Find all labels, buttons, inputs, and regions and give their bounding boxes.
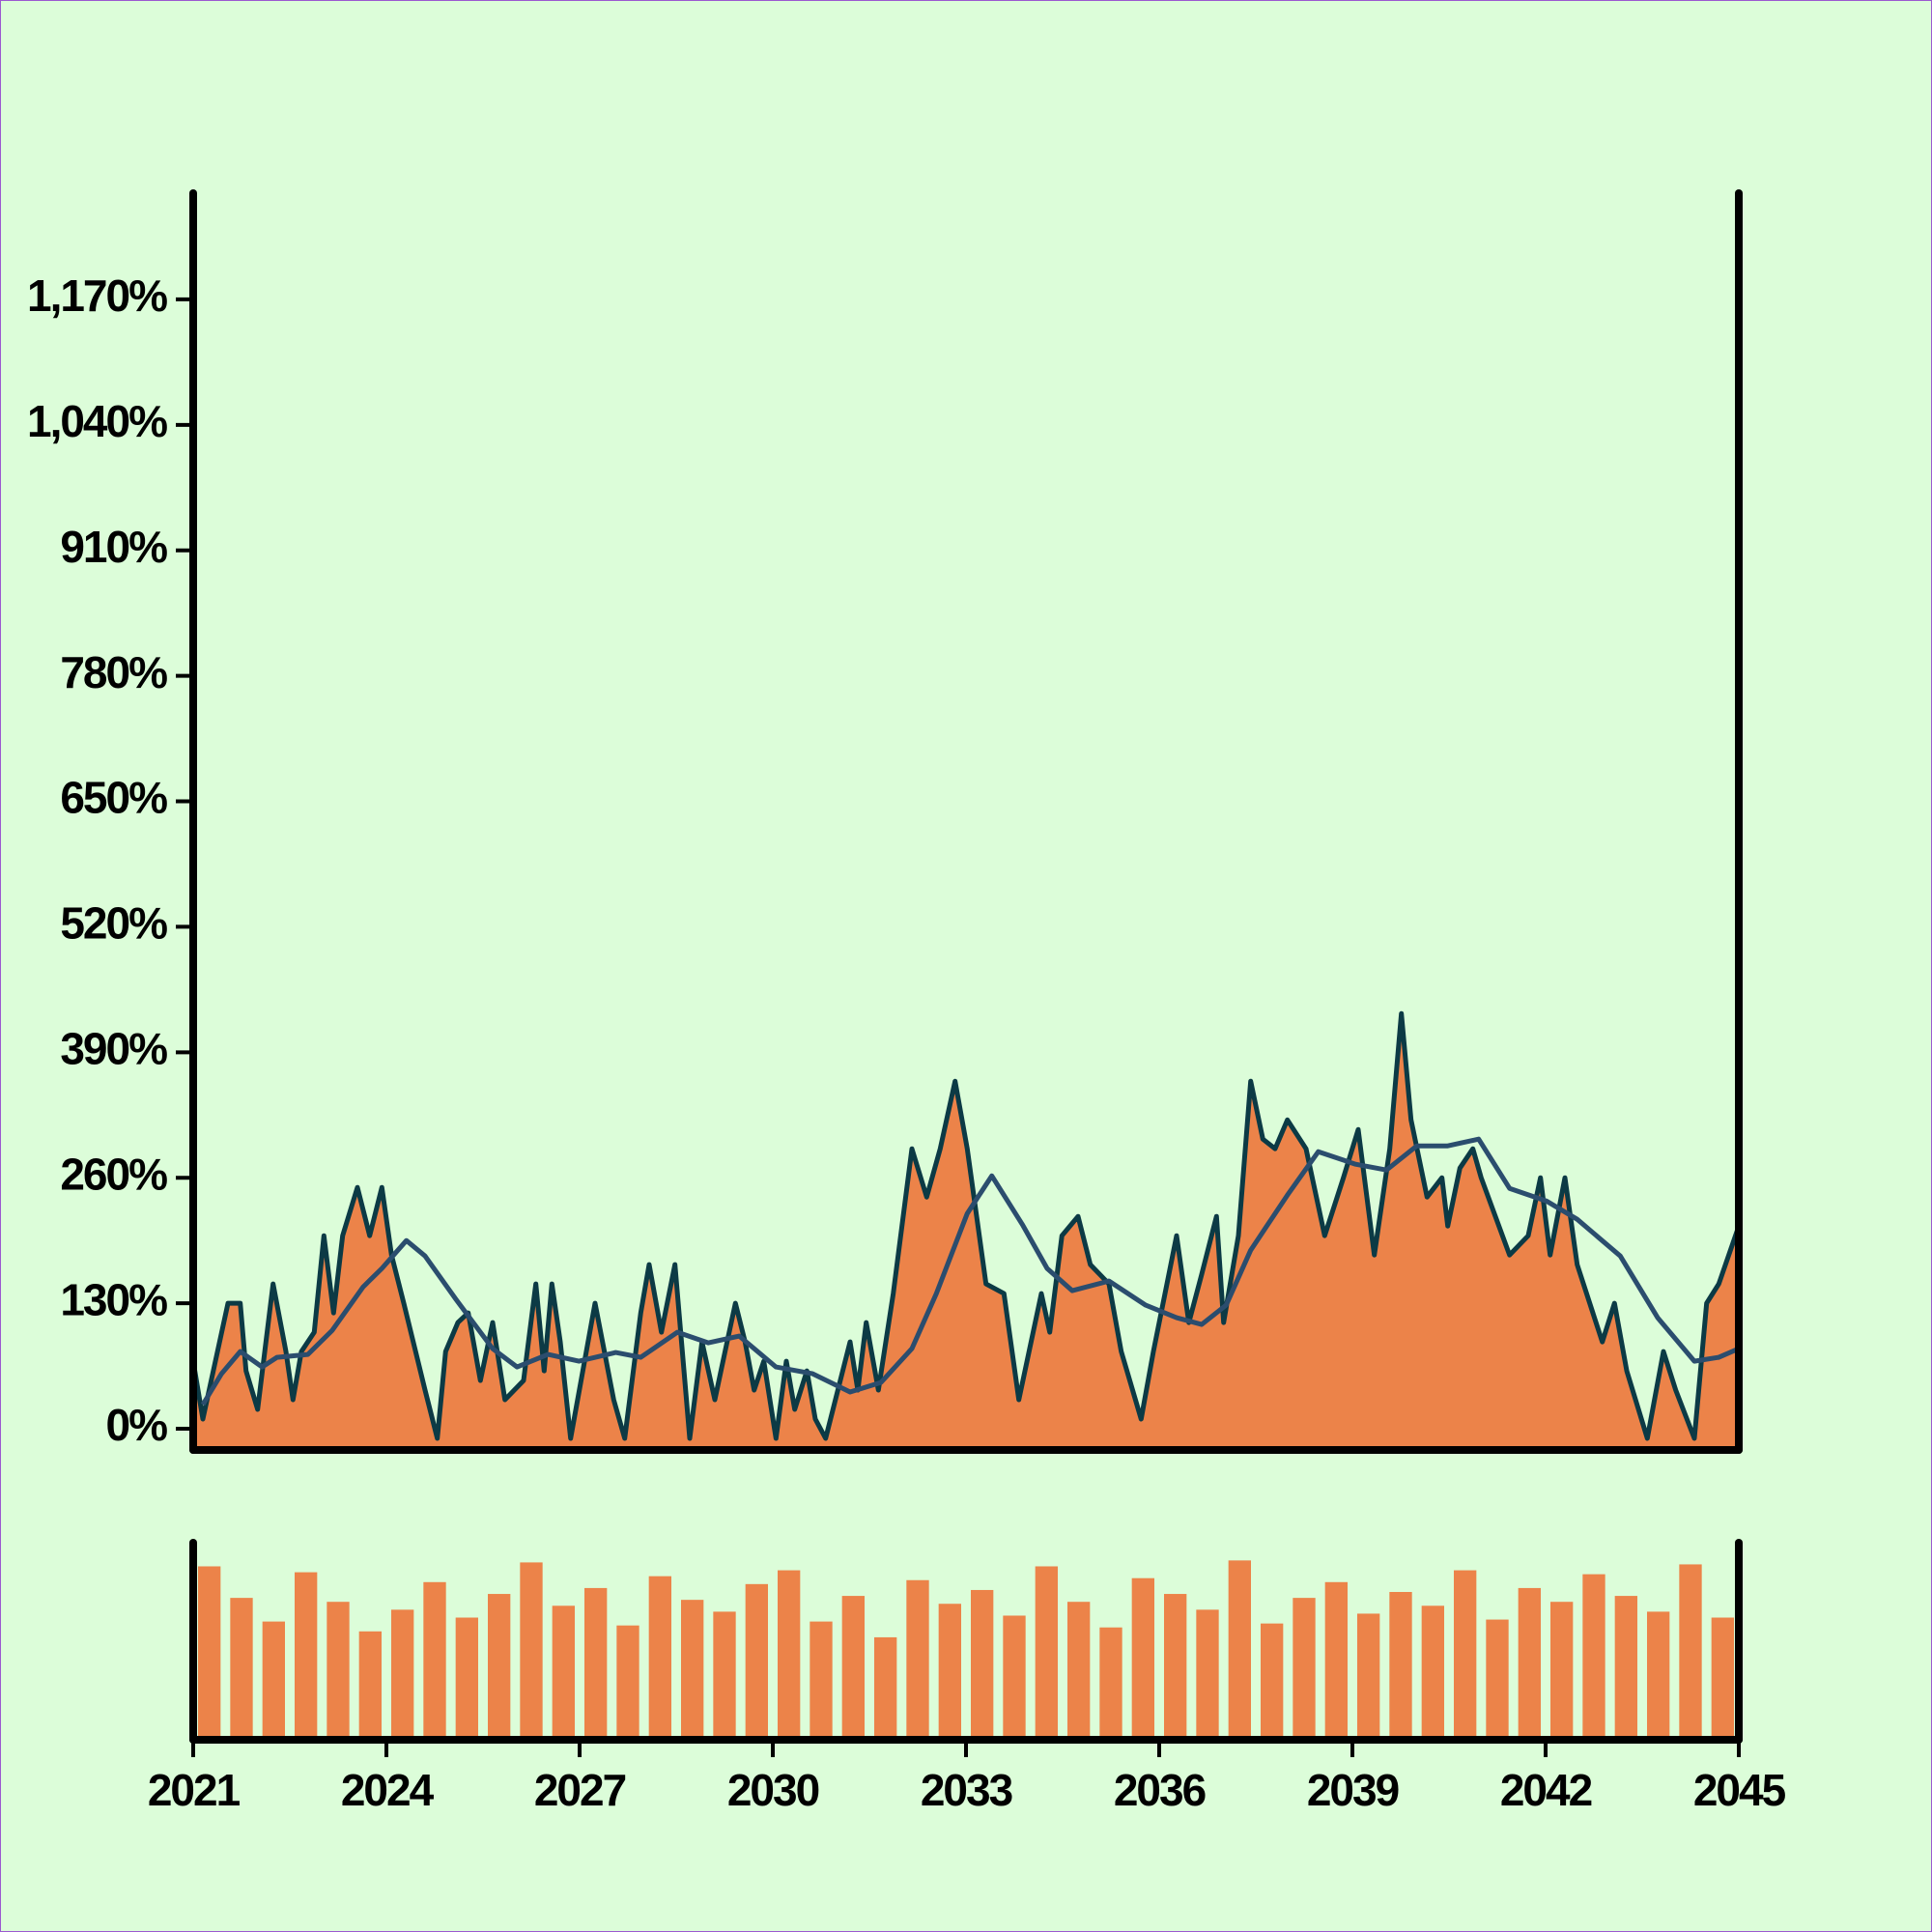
y-tick-label: 780%	[60, 647, 167, 697]
bar	[1003, 1615, 1026, 1740]
bar	[971, 1589, 994, 1740]
bar	[295, 1572, 318, 1740]
plot-layer	[190, 1010, 1742, 1740]
bar	[648, 1576, 671, 1740]
bar	[745, 1583, 768, 1740]
bar	[391, 1609, 414, 1740]
bar	[198, 1566, 221, 1740]
bar	[1261, 1623, 1284, 1740]
bar	[1486, 1619, 1509, 1740]
bar	[1164, 1594, 1187, 1740]
bar	[841, 1596, 865, 1740]
bar	[327, 1602, 350, 1740]
bar	[906, 1579, 929, 1740]
bar	[488, 1594, 511, 1740]
bar	[1035, 1566, 1058, 1740]
bar	[874, 1636, 897, 1740]
moving-average-line	[200, 1136, 1740, 1406]
x-tick-label: 2033	[921, 1765, 1012, 1815]
line	[190, 1010, 1742, 1441]
bar	[230, 1598, 253, 1740]
bar	[1228, 1560, 1251, 1740]
y-tick-label: 130%	[60, 1274, 167, 1324]
bar	[1196, 1609, 1219, 1740]
bar	[1647, 1611, 1670, 1740]
bar	[455, 1617, 478, 1740]
bar	[1131, 1577, 1154, 1740]
y-tick-label: 1,170%	[27, 270, 167, 321]
bar	[520, 1562, 543, 1740]
bar	[1357, 1613, 1380, 1740]
bar	[1454, 1570, 1477, 1740]
bar	[810, 1621, 833, 1740]
bar	[1421, 1605, 1444, 1740]
x-tick-label: 2024	[341, 1765, 435, 1815]
x-tick-label: 2021	[148, 1765, 241, 1815]
y-tick-label: 260%	[60, 1149, 167, 1199]
x-tick-label: 2045	[1693, 1765, 1786, 1815]
x-tick-label: 2039	[1307, 1765, 1399, 1815]
x-tick-label: 2042	[1500, 1765, 1592, 1815]
y-tick-label: 520%	[60, 898, 167, 949]
bar	[1099, 1627, 1122, 1740]
bar	[713, 1611, 736, 1740]
bar	[1679, 1564, 1702, 1740]
bar	[778, 1570, 801, 1740]
bar	[552, 1605, 575, 1740]
bar	[1614, 1596, 1637, 1740]
bar	[1518, 1587, 1541, 1740]
x-tick-label: 2036	[1114, 1765, 1206, 1815]
bar	[358, 1631, 382, 1740]
y-tick-label: 650%	[60, 773, 167, 823]
bar	[1711, 1617, 1734, 1740]
bar	[616, 1625, 639, 1740]
bar	[1582, 1574, 1605, 1740]
x-tick-label: 2027	[534, 1765, 626, 1815]
bar	[1324, 1581, 1348, 1740]
y-tick-label: 0%	[106, 1400, 168, 1450]
y-tick-label: 390%	[60, 1023, 167, 1073]
bar	[1550, 1602, 1574, 1740]
bar	[938, 1604, 961, 1740]
bar	[262, 1621, 285, 1740]
bar	[681, 1600, 704, 1740]
bar	[1389, 1592, 1412, 1740]
bar	[1067, 1602, 1091, 1740]
bar	[423, 1581, 446, 1740]
y-tick-label: 910%	[60, 522, 167, 572]
bar	[1293, 1598, 1316, 1740]
area	[193, 1013, 1739, 1450]
y-tick-label: 1,040%	[27, 396, 167, 446]
x-tick-label: 2030	[727, 1765, 819, 1815]
bar	[584, 1587, 608, 1740]
